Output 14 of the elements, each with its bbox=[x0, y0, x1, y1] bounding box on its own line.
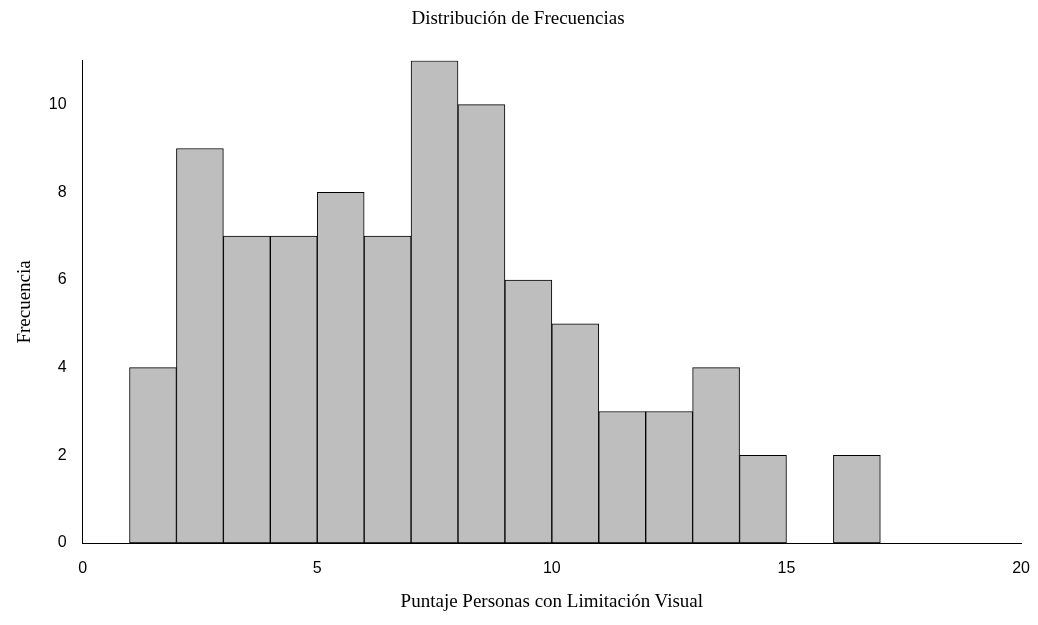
y-tick-label: 8 bbox=[57, 182, 67, 200]
x-tick-label: 15 bbox=[777, 559, 796, 577]
x-tick-label: 10 bbox=[542, 559, 561, 577]
y-tick-label: 4 bbox=[57, 358, 67, 376]
x-axis-title: Puntaje Personas con Limitación Visual bbox=[400, 589, 704, 611]
y-tick-label: 0 bbox=[57, 533, 67, 551]
x-tick-label: 0 bbox=[78, 559, 88, 577]
y-axis-title: Frecuencia bbox=[13, 259, 35, 344]
y-tick-label: 6 bbox=[57, 270, 67, 288]
y-tick-label: 2 bbox=[57, 445, 67, 463]
y-tick-label: 10 bbox=[48, 95, 67, 113]
x-tick-label: 20 bbox=[1012, 559, 1031, 577]
x-tick-label: 5 bbox=[312, 559, 322, 577]
chart-title: Distribución de Frecuencias bbox=[411, 7, 625, 29]
